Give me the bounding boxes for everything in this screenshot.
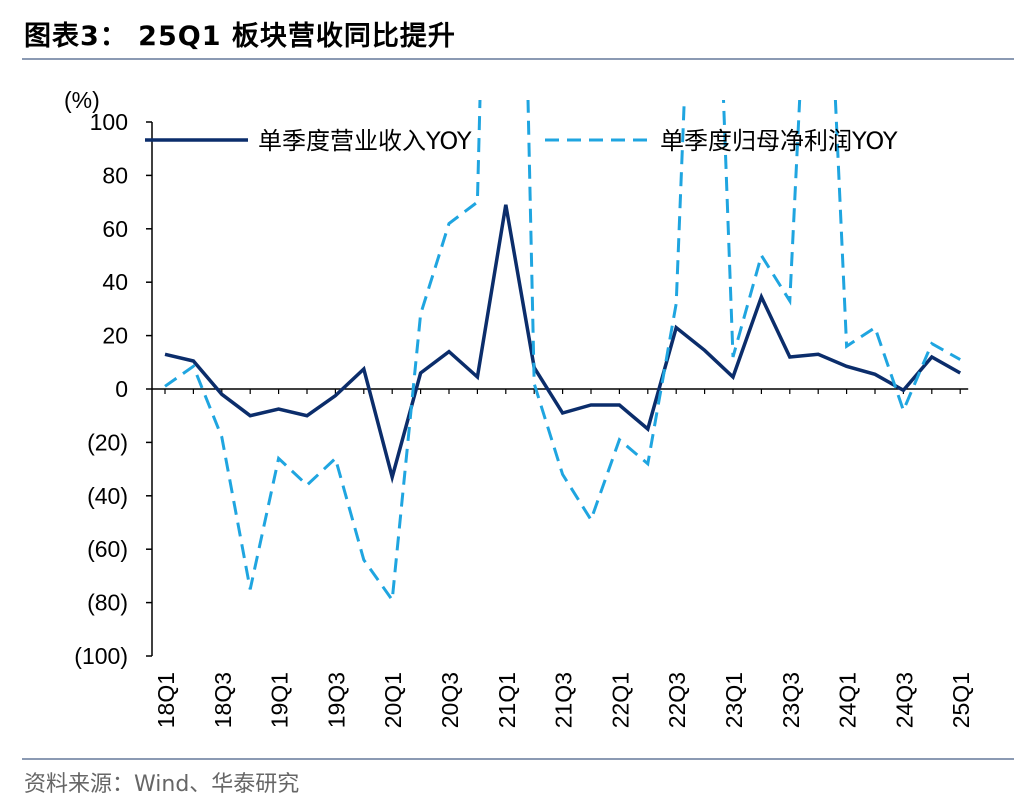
x-tick-label: 23Q3 bbox=[778, 672, 804, 728]
x-tick-label: 21Q3 bbox=[551, 672, 577, 728]
y-tick-label: (80) bbox=[87, 590, 128, 616]
y-tick-label: 60 bbox=[102, 216, 128, 242]
y-tick-label: 80 bbox=[102, 162, 128, 188]
legend-label-1: 单季度营业收入YOY bbox=[258, 127, 472, 155]
x-tick-label: 24Q3 bbox=[891, 672, 917, 728]
y-tick-label: 40 bbox=[102, 269, 128, 295]
source-note: 资料来源：Wind、华泰研究 bbox=[24, 772, 300, 797]
series-line-1 bbox=[164, 204, 962, 484]
title-divider bbox=[22, 58, 1014, 60]
x-tick-label: 20Q1 bbox=[380, 672, 406, 728]
y-axis-label: (%) bbox=[64, 87, 100, 113]
figure-title: 图表3： 25Q1 板块营收同比提升 bbox=[24, 21, 456, 52]
x-tick-label: 23Q1 bbox=[721, 672, 747, 728]
y-tick-label: (100) bbox=[74, 643, 128, 669]
y-tick-label: 0 bbox=[115, 376, 128, 402]
x-tick-label: 25Q1 bbox=[948, 672, 974, 728]
legend-label-2: 单季度归母净利润YOY bbox=[660, 127, 898, 155]
y-tick-label: (60) bbox=[87, 536, 128, 562]
x-tick-label: 21Q1 bbox=[494, 672, 520, 728]
y-tick-label: 100 bbox=[90, 109, 128, 135]
x-tick-label: 22Q1 bbox=[607, 672, 633, 728]
x-tick-label: 18Q3 bbox=[210, 672, 236, 728]
series-line-2 bbox=[164, 100, 961, 605]
x-tick-label: 22Q3 bbox=[664, 672, 690, 728]
footer-divider bbox=[22, 758, 1014, 760]
line-chart: 100 80 60 40 20 0 (20) (40) (60) (80) (100) (%) 18Q1… bbox=[64, 87, 974, 728]
x-tick-label: 20Q3 bbox=[437, 672, 463, 728]
x-tick-label: 19Q3 bbox=[323, 672, 349, 728]
y-tick-label: (40) bbox=[87, 483, 128, 509]
y-tick-label: (20) bbox=[87, 429, 128, 455]
y-tick-label: 20 bbox=[102, 323, 128, 349]
x-tick-label: 19Q1 bbox=[267, 672, 293, 728]
x-tick-label: 24Q1 bbox=[835, 672, 861, 728]
x-tick-label: 18Q1 bbox=[153, 672, 179, 728]
